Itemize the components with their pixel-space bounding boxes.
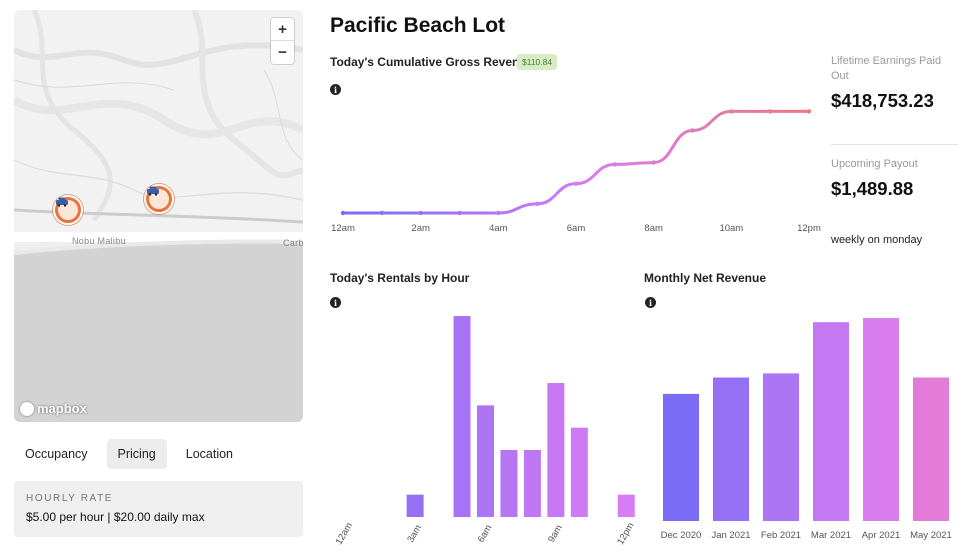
x-tick-label: 10am <box>719 223 743 234</box>
revenue-series-line <box>341 109 811 215</box>
x-tick-label: 12pm <box>615 521 636 547</box>
monthly-bar[interactable] <box>863 318 899 521</box>
payout-schedule: weekly on monday <box>831 234 923 246</box>
rentals-bar-chart: 12am 3am 6am 9am 12pm <box>334 316 637 547</box>
revenue-point[interactable] <box>651 160 656 165</box>
rentals-bar[interactable] <box>500 450 518 517</box>
revenue-point[interactable] <box>418 210 423 216</box>
monthly-bar[interactable] <box>813 322 849 521</box>
x-tick-label: Apr 2021 <box>862 530 901 541</box>
x-tick-label: 2am <box>411 223 430 234</box>
revenue-point[interactable] <box>690 128 695 133</box>
info-icon[interactable]: i <box>330 297 341 308</box>
x-tick-label: 3am <box>405 523 424 545</box>
tab-occupancy[interactable]: Occupancy <box>25 447 88 461</box>
x-tick-label: 6am <box>567 223 586 234</box>
zoom-out-button[interactable]: − <box>278 44 287 61</box>
mapbox-wordmark: mapbox <box>37 401 87 416</box>
monthly-bar[interactable] <box>913 377 949 522</box>
x-tick-label: 12am <box>334 521 355 547</box>
zoom-control: + − <box>271 18 294 64</box>
parking-lot-marker[interactable] <box>144 184 174 214</box>
tab-location[interactable]: Location <box>185 447 234 461</box>
monthly-bar-chart: Dec 2020 Jan 2021 Feb 2021 Mar 2021 Apr 2021… <box>661 318 952 541</box>
info-icon[interactable]: i <box>330 84 341 95</box>
zoom-in-button[interactable]: + <box>271 18 294 41</box>
info-icon[interactable]: i <box>645 297 656 308</box>
revenue-point[interactable] <box>340 210 346 216</box>
x-tick-label: Feb 2021 <box>761 530 801 541</box>
revenue-point[interactable] <box>573 181 579 186</box>
revenue-badge: $110.84 <box>517 54 558 70</box>
rentals-bar[interactable] <box>453 316 471 517</box>
revenue-point[interactable] <box>729 109 734 114</box>
car-icon <box>56 197 68 207</box>
rentals-chart-title: Today's Rentals by Hour <box>330 271 470 285</box>
mapbox-logo[interactable]: mapbox <box>20 401 87 416</box>
revenue-chart-title: Today's Cumulative Gross Revenue <box>330 55 534 69</box>
x-tick-label: 4am <box>489 223 508 234</box>
map-terrain <box>14 10 303 422</box>
monthly-bar[interactable] <box>663 393 699 521</box>
revenue-point[interactable] <box>806 109 812 114</box>
map-place-label: Carb <box>283 238 303 248</box>
stats-divider <box>831 144 958 145</box>
rentals-bar[interactable] <box>523 450 541 517</box>
map-place-label: Nobu Malibu <box>72 236 126 246</box>
mapbox-icon <box>20 401 34 416</box>
tab-pricing[interactable]: Pricing <box>106 439 167 469</box>
rentals-bar[interactable] <box>617 494 635 517</box>
car-icon <box>147 186 159 196</box>
rentals-bar[interactable] <box>406 494 424 517</box>
parking-lot-marker[interactable] <box>53 195 83 225</box>
revenue-line-chart: 12am 2am 4am 6am 8am 10am 12pm <box>331 109 821 234</box>
lifetime-earnings-value: $418,753.23 <box>831 90 934 111</box>
x-tick-label: 12am <box>331 223 355 234</box>
monthly-bar[interactable] <box>763 373 799 521</box>
x-tick-label: 9am <box>546 523 565 545</box>
x-tick-label: Mar 2021 <box>811 530 851 541</box>
map[interactable]: + − Nobu Malibu Carb <box>14 10 303 422</box>
rentals-bar[interactable] <box>570 427 588 517</box>
upcoming-payout-value: $1,489.88 <box>831 178 914 199</box>
x-tick-label: 6am <box>476 523 495 545</box>
x-tick-label: Jan 2021 <box>711 530 750 541</box>
upcoming-payout-label: Upcoming Payout <box>831 158 918 170</box>
revenue-point[interactable] <box>767 109 773 114</box>
rentals-bar[interactable] <box>547 383 565 517</box>
page-title: Pacific Beach Lot <box>330 14 506 37</box>
revenue-point[interactable] <box>496 210 501 216</box>
revenue-point[interactable] <box>379 210 385 216</box>
rentals-bar[interactable] <box>477 405 494 517</box>
lifetime-earnings-label: Lifetime Earnings Paid Out <box>831 55 942 82</box>
revenue-point[interactable] <box>612 162 618 167</box>
hourly-rate-title: HOURLY RATE <box>26 493 114 504</box>
x-tick-label: 8am <box>644 223 663 234</box>
hourly-rate-value: $5.00 per hour | $20.00 daily max <box>26 510 205 524</box>
revenue-point[interactable] <box>457 210 462 216</box>
monthly-chart-title: Monthly Net Revenue <box>644 271 767 285</box>
pricing-panel: HOURLY RATE $5.00 per hour | $20.00 dail… <box>14 481 303 537</box>
x-tick-label: May 2021 <box>910 530 952 541</box>
lot-tabs: Occupancy Pricing Location <box>14 439 252 469</box>
revenue-point[interactable] <box>534 201 540 207</box>
x-tick-label: 12pm <box>797 223 821 234</box>
monthly-bar[interactable] <box>713 377 749 522</box>
x-tick-label: Dec 2020 <box>661 530 702 541</box>
